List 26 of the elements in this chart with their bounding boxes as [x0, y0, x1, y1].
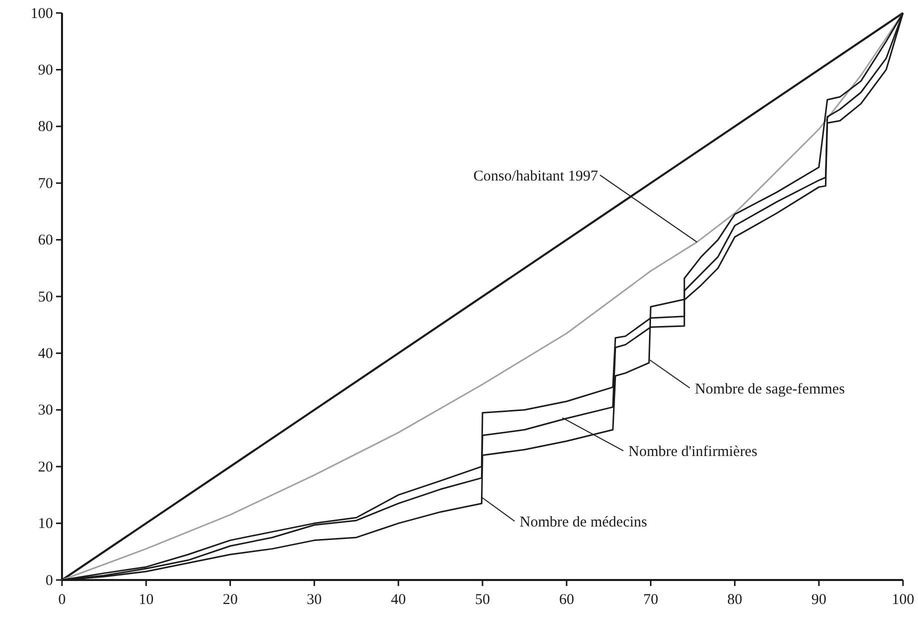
annotation: Nombre d'infirmières: [628, 444, 758, 460]
annotation: Conso/habitant 1997: [473, 168, 598, 184]
x-tick-label: 0: [58, 592, 66, 608]
x-tick-label: 100: [892, 592, 914, 608]
x-tick-label: 80: [727, 592, 742, 608]
y-tick-label: 80: [38, 119, 53, 136]
y-tick-label: 20: [38, 459, 53, 476]
y-tick-label: 70: [38, 176, 53, 192]
x-tick-label: 20: [222, 592, 238, 608]
y-tick-label: 100: [30, 6, 53, 22]
y-tick-label: 50: [38, 289, 53, 306]
annotation: Nombre de médecins: [520, 514, 648, 530]
y-tick-label: 40: [38, 346, 53, 362]
x-tick-label: 50: [475, 592, 490, 608]
x-tick-label: 70: [643, 592, 658, 608]
annotation: Nombre de sage-femmes: [694, 381, 845, 398]
y-tick-label: 60: [38, 232, 53, 249]
x-tick-label: 90: [811, 592, 826, 608]
x-tick-label: 60: [559, 592, 574, 608]
x-tick-label: 30: [306, 592, 322, 608]
y-tick-label: 0: [46, 572, 53, 589]
y-tick-label: 10: [38, 516, 53, 532]
x-tick-label: 10: [138, 592, 154, 608]
x-tick-label: 40: [390, 592, 406, 608]
y-tick-label: 90: [38, 62, 53, 78]
y-tick-label: 30: [38, 402, 53, 419]
